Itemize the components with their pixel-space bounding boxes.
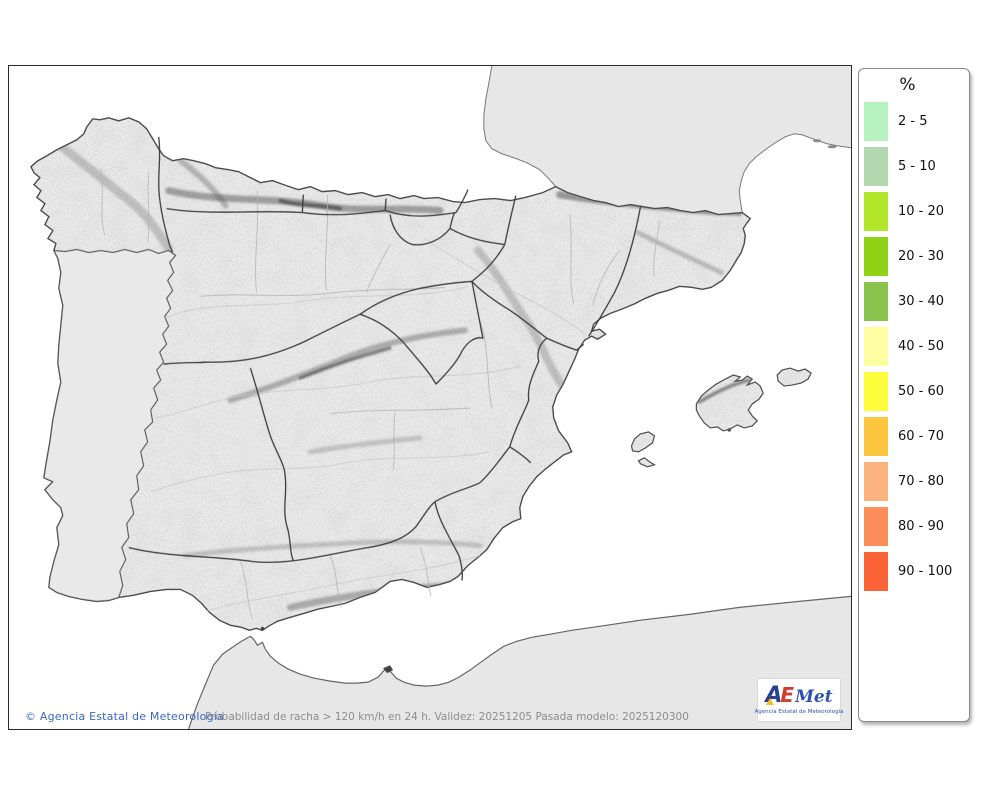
aemet-logo-met: Met bbox=[795, 687, 833, 707]
legend-swatch bbox=[864, 552, 888, 591]
coastal-lagoon bbox=[827, 145, 837, 149]
legend-swatch bbox=[864, 192, 888, 231]
legend-item: 60 - 70 bbox=[864, 417, 969, 456]
spain-relief-map bbox=[9, 66, 851, 729]
legend-swatch bbox=[864, 282, 888, 321]
legend-label: 2 - 5 bbox=[898, 114, 928, 129]
legend-label: 40 - 50 bbox=[898, 339, 945, 354]
legend-item: 50 - 60 bbox=[864, 372, 969, 411]
aemet-logo-word: A E Met bbox=[765, 685, 832, 707]
legend-item: 90 - 100 bbox=[864, 552, 969, 591]
france-landmass bbox=[483, 66, 851, 215]
legend-label: 80 - 90 bbox=[898, 519, 945, 534]
aemet-logo-yellow-wedge bbox=[766, 698, 775, 705]
copyright-text: © Agencia Estatal de Meteorología bbox=[25, 710, 224, 723]
coastal-lagoon bbox=[813, 139, 822, 143]
legend-item: 20 - 30 bbox=[864, 237, 969, 276]
legend-label: 90 - 100 bbox=[898, 564, 953, 579]
legend-items: 2 - 5 5 - 10 10 - 20 20 - 30 30 - 40 40 - 50 5… bbox=[864, 102, 969, 591]
legend-swatch bbox=[864, 417, 888, 456]
legend-item: 10 - 20 bbox=[864, 192, 969, 231]
legend-swatch bbox=[864, 102, 888, 141]
legend-item: 40 - 50 bbox=[864, 327, 969, 366]
legend-swatch bbox=[864, 237, 888, 276]
legend-title: % bbox=[899, 75, 916, 95]
legend-panel: % 2 - 5 5 - 10 10 - 20 20 - 30 30 - 40 40 - 5… bbox=[858, 68, 970, 722]
province-borders bbox=[100, 168, 660, 620]
legend-item: 70 - 80 bbox=[864, 462, 969, 501]
legend-label: 70 - 80 bbox=[898, 474, 945, 489]
mountain-ranges bbox=[56, 141, 751, 611]
legend-item: 30 - 40 bbox=[864, 282, 969, 321]
africa-landmass bbox=[188, 595, 851, 729]
legend-item: 2 - 5 bbox=[864, 102, 969, 141]
legend-label: 50 - 60 bbox=[898, 384, 945, 399]
ceuta-mark bbox=[383, 665, 394, 674]
legend-label: 30 - 40 bbox=[898, 294, 945, 309]
legend-swatch bbox=[864, 372, 888, 411]
legend-label: 5 - 10 bbox=[898, 159, 936, 174]
aemet-logo-subtitle: Agencia Estatal de Meteorología bbox=[754, 709, 844, 715]
legend-swatch bbox=[864, 327, 888, 366]
map-frame: © Agencia Estatal de Meteorología Probab… bbox=[8, 65, 852, 730]
rivers bbox=[150, 238, 586, 612]
legend-item: 5 - 10 bbox=[864, 147, 969, 186]
legend-item: 80 - 90 bbox=[864, 507, 969, 546]
legend-label: 60 - 70 bbox=[898, 429, 945, 444]
region-borders bbox=[128, 136, 642, 581]
aemet-logo-letter-e: E bbox=[780, 683, 795, 707]
legend-label: 10 - 20 bbox=[898, 204, 945, 219]
legend-swatch bbox=[864, 147, 888, 186]
aemet-logo: A E Met Agencia Estatal de Meteorología bbox=[754, 678, 844, 722]
legend-swatch bbox=[864, 507, 888, 546]
aemet-logo-letter-a: A bbox=[765, 683, 783, 708]
map-caption: Probabilidad de racha > 120 km/h en 24 h… bbox=[205, 711, 689, 723]
legend-label: 20 - 30 bbox=[898, 249, 945, 264]
gibraltar-mark bbox=[260, 626, 264, 630]
legend-swatch bbox=[864, 462, 888, 501]
